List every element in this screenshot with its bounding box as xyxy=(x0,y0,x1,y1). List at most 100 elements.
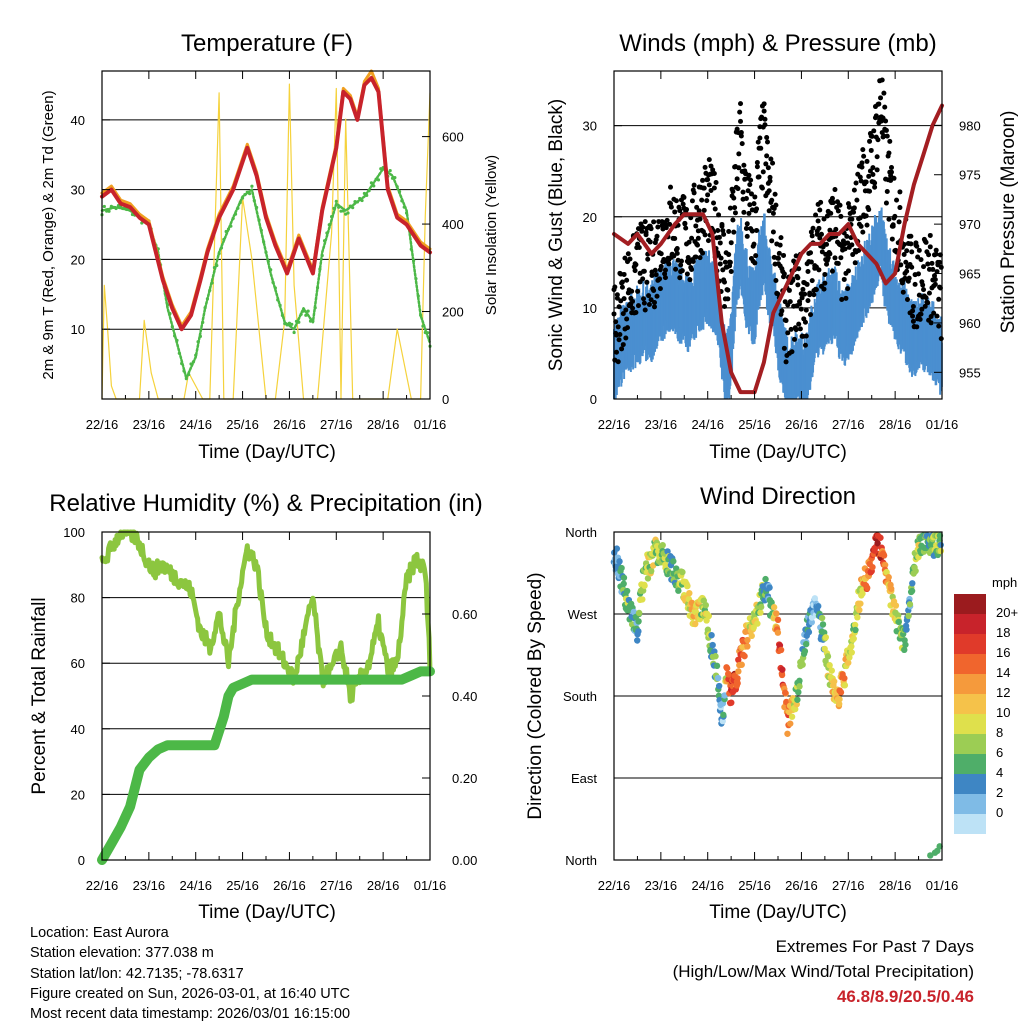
gust-point xyxy=(640,276,646,282)
gust-point xyxy=(868,147,874,153)
gust-point xyxy=(838,213,844,219)
dewpoint-point xyxy=(250,184,254,188)
dewpoint-point xyxy=(290,322,294,326)
wind-direction-point xyxy=(641,582,648,589)
dewpoint-point xyxy=(341,209,345,213)
gust-point xyxy=(697,216,703,222)
dewpoint-point xyxy=(404,211,409,215)
gust-point xyxy=(712,206,718,212)
gust-point xyxy=(925,300,931,306)
wind-direction-xlabel: Time (Day/UTC) xyxy=(709,902,847,923)
gust-point xyxy=(891,175,897,181)
gust-point xyxy=(701,207,707,213)
dewpoint-point xyxy=(168,311,172,316)
gust-point xyxy=(809,233,815,239)
x-tick-label: 25/16 xyxy=(226,417,259,432)
gust-point xyxy=(830,200,836,206)
gust-point xyxy=(702,232,708,238)
x-tick-label: 28/16 xyxy=(367,878,400,893)
gust-point xyxy=(643,229,649,235)
gust-point xyxy=(674,246,680,252)
gust-point xyxy=(897,205,903,211)
gust-point xyxy=(808,312,814,318)
sonic-wind-band xyxy=(613,207,943,399)
dewpoint-point xyxy=(299,312,303,316)
gust-point xyxy=(741,209,747,215)
y2-tick-label: 0.40 xyxy=(452,689,477,704)
wind-direction-point xyxy=(819,621,827,628)
dewpoint-point xyxy=(318,267,322,271)
dewpoint-point xyxy=(402,205,406,209)
x-tick-label: 22/16 xyxy=(86,417,119,432)
dewpoint-point xyxy=(196,340,200,344)
gust-point xyxy=(736,151,742,157)
y-tick-label: South xyxy=(563,689,597,704)
wind-direction-point xyxy=(770,604,778,611)
gust-point xyxy=(694,204,700,210)
y2-tick-label: 400 xyxy=(442,217,464,232)
x-tick-label: 24/16 xyxy=(691,417,724,432)
dewpoint-point xyxy=(355,200,359,204)
winds-title: Winds (mph) & Pressure (mb) xyxy=(619,30,936,57)
dewpoint-point xyxy=(170,325,174,329)
gust-point xyxy=(861,153,867,159)
wind-direction-point xyxy=(788,713,796,720)
gust-point xyxy=(775,291,781,297)
gust-point xyxy=(738,101,744,107)
gust-point xyxy=(933,251,939,257)
gust-point xyxy=(795,282,801,288)
gust-point xyxy=(671,253,677,259)
wind-direction-point xyxy=(679,568,686,576)
x-tick-label: 26/16 xyxy=(785,417,818,432)
gust-point xyxy=(838,255,844,261)
gust-point xyxy=(901,251,907,257)
wind-direction-point xyxy=(712,653,719,660)
wind-direction-point xyxy=(684,582,691,590)
gust-point xyxy=(888,164,894,170)
gust-point xyxy=(654,233,660,239)
y-tick-label: 80 xyxy=(71,591,85,606)
gust-point xyxy=(936,296,942,302)
gust-point xyxy=(846,204,852,210)
gust-point xyxy=(821,286,827,292)
wind-direction-point xyxy=(675,587,682,594)
gust-point xyxy=(858,223,864,229)
gust-point xyxy=(752,194,758,200)
gust-point xyxy=(824,213,830,219)
dewpoint-point xyxy=(327,223,331,227)
gust-point xyxy=(928,320,934,326)
gust-point xyxy=(673,198,679,204)
figure-created: Figure created on Sun, 2026-03-01, at 16… xyxy=(30,985,350,1002)
wind-direction-point xyxy=(708,631,715,639)
wind-direction-point xyxy=(805,628,813,636)
y2-tick-label: 0 xyxy=(442,392,449,407)
x-tick-label: 23/16 xyxy=(133,417,166,432)
gust-point xyxy=(713,180,719,186)
gust-point xyxy=(699,197,705,203)
winds-ylabel: Sonic Wind & Gust (Blue, Black) xyxy=(546,99,567,371)
gust-point xyxy=(810,225,816,231)
wind-direction-point xyxy=(848,649,855,656)
gust-point xyxy=(843,295,849,301)
wind-direction-point xyxy=(709,641,716,649)
humidity-plot-frame xyxy=(101,531,431,861)
wind-direction-point xyxy=(874,540,881,547)
dewpoint-point xyxy=(348,204,352,208)
gust-point xyxy=(918,311,924,317)
gust-point xyxy=(732,210,738,216)
wind-direction-point xyxy=(934,847,941,855)
wind-direction-point xyxy=(901,646,908,654)
gust-point xyxy=(912,281,918,287)
gust-point xyxy=(886,216,892,222)
wind-direction-panel: Wind Direction NorthEastSouthWestNorth22… xyxy=(525,483,1018,923)
gust-point xyxy=(684,271,690,277)
gust-point xyxy=(706,157,712,163)
gust-point xyxy=(717,261,723,267)
2m-temperature-line xyxy=(100,76,432,332)
dewpoint-point xyxy=(360,198,364,203)
gust-point xyxy=(689,267,695,273)
dewpoint-point xyxy=(231,216,235,220)
gust-point xyxy=(754,164,760,170)
x-tick-label: 01/16 xyxy=(926,417,959,432)
gust-point xyxy=(635,288,641,294)
